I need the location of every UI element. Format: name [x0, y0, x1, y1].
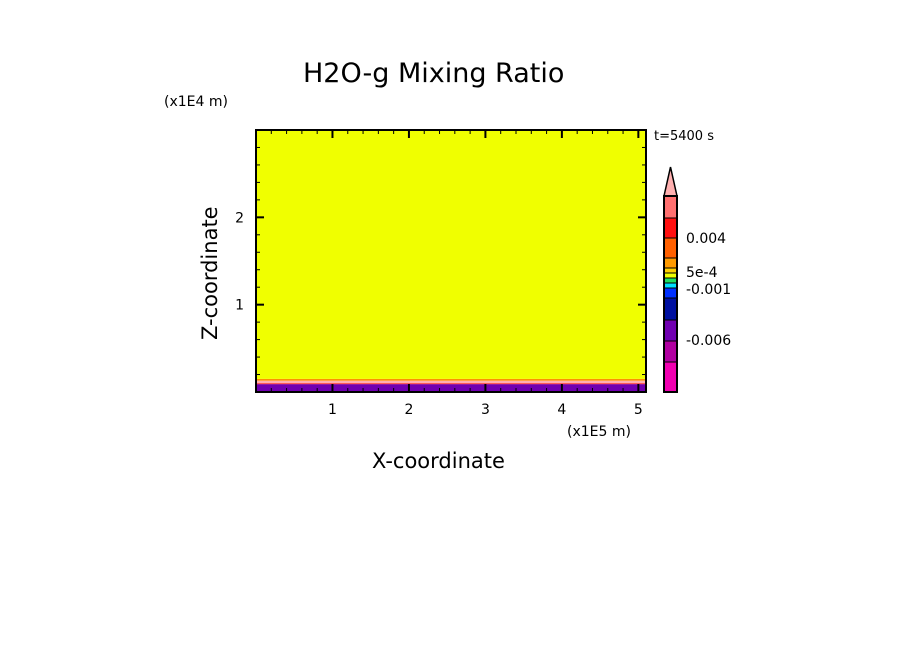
colorbar-label: -0.001: [686, 282, 731, 298]
x-tick-label: 2: [404, 402, 413, 418]
colorbar-segment: [663, 277, 678, 284]
x-tick-label: 1: [328, 402, 337, 418]
colorbar-segment: [663, 340, 678, 363]
colorbar-segment: [663, 267, 678, 274]
x-tick-label: 3: [481, 402, 490, 418]
field-band: [256, 383, 646, 385]
colorbar-frame: [663, 195, 678, 393]
plot-frame: [255, 129, 647, 393]
colorbar-segment: [663, 282, 678, 289]
colorbar-segment: [663, 272, 678, 279]
colorbar-label: 5e-4: [686, 265, 718, 281]
colorbar-segment: [663, 361, 678, 393]
colorbar-segment: [663, 217, 678, 239]
y-tick-label: 1: [235, 298, 244, 314]
field-band: [256, 380, 646, 384]
x-axis-label: X-coordinate: [372, 449, 505, 473]
field-band: [256, 384, 646, 392]
colorbar-segment: [663, 257, 678, 269]
colorbar-segment: [663, 237, 678, 259]
y-tick-label: 2: [235, 210, 244, 226]
colorbar-label: 0.004: [686, 231, 726, 247]
field-band: [256, 378, 646, 381]
colorbar-segment: [663, 297, 678, 321]
x-unit-label: (x1E5 m): [567, 424, 631, 440]
x-tick-label: 4: [557, 402, 566, 418]
colorbar-label: -0.006: [686, 333, 731, 349]
time-label: t=5400 s: [654, 129, 714, 144]
y-unit-label: (x1E4 m): [164, 94, 228, 110]
colorbar-segment: [663, 319, 678, 342]
x-tick-label: 5: [634, 402, 643, 418]
colorbar-extend-arrow: [663, 166, 678, 197]
chart-title: H2O-g Mixing Ratio: [303, 58, 565, 89]
colorbar-segment: [663, 287, 678, 299]
colorbar-segment: [663, 195, 678, 219]
field-band: [256, 130, 646, 379]
